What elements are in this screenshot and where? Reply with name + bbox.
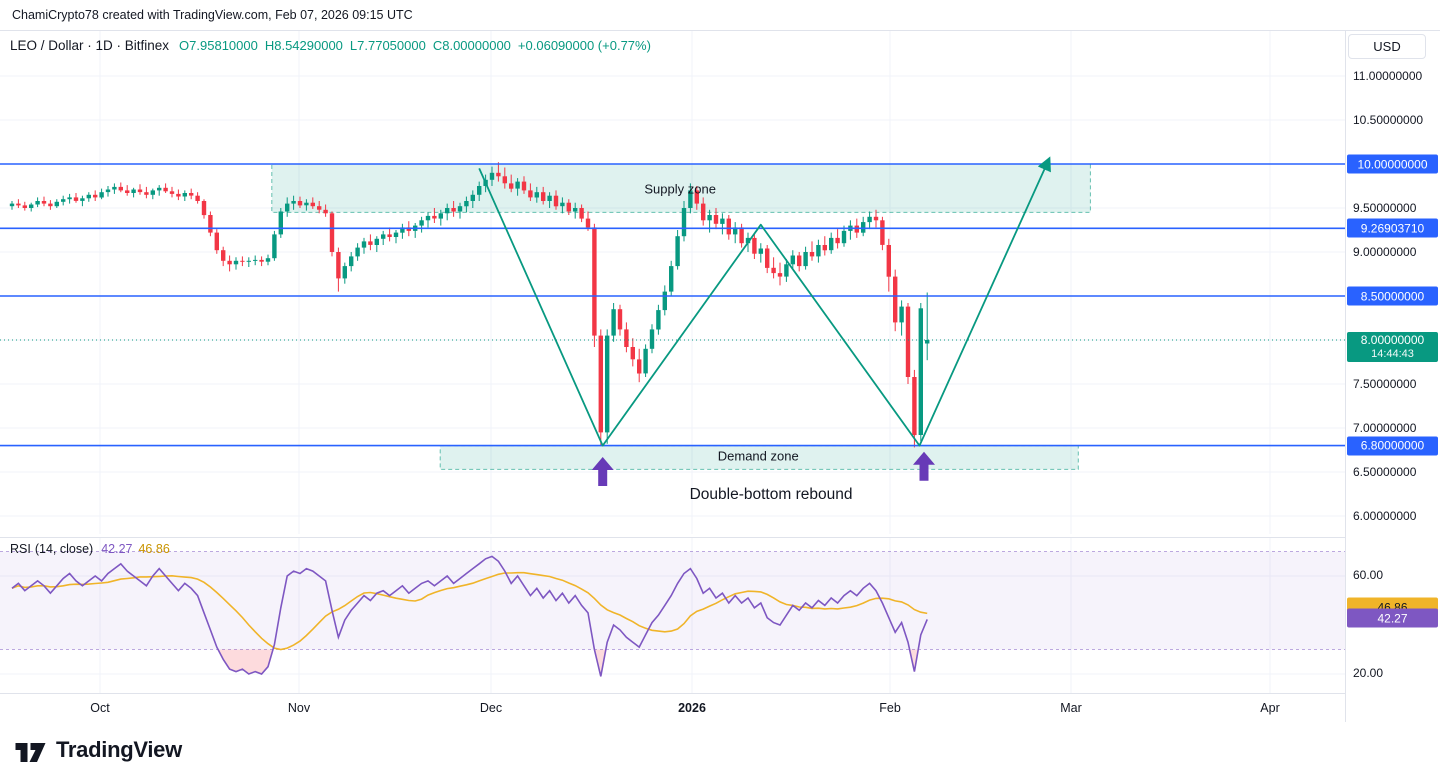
rsi-legend: RSI (14, close) 42.27 46.86	[10, 542, 170, 556]
rsi-oversold-fill	[909, 649, 919, 672]
rsi-title: RSI	[10, 542, 31, 556]
rsi-ma-value: 46.86	[138, 542, 170, 556]
price-tick-label: 7.50000000	[1353, 377, 1417, 391]
last-price-badge: 8.00000000 14:44:43	[1347, 332, 1438, 362]
double-bottom-trendline	[478, 156, 1051, 447]
last-price-value: 8.00000000	[1360, 333, 1425, 347]
rsi-oversold-fill	[594, 649, 606, 677]
arrow-up-marker	[913, 451, 935, 481]
double-bottom-annotation: Double-bottom rebound	[689, 485, 853, 503]
time-axis[interactable]: Oct Nov Dec 2026 Feb Mar Apr	[0, 693, 1345, 724]
attribution-text: ChamiCrypto78 created with TradingView.c…	[12, 8, 413, 22]
tradingview-logo-icon	[15, 743, 46, 762]
price-level-badge: 8.50000000	[1347, 286, 1438, 306]
currency-toggle-button[interactable]: USD	[1348, 34, 1426, 59]
price-tick-label: 7.00000000	[1353, 421, 1417, 435]
symbol-title[interactable]: LEO / Dollar · 1D · Bitfinex	[10, 38, 170, 53]
rsi-ma-line	[11, 571, 928, 651]
tradingview-logo[interactable]: TradingView	[14, 736, 182, 764]
time-axis-label-feb: Feb	[879, 701, 901, 715]
rsi-line	[11, 555, 928, 677]
arrow-up-marker	[591, 457, 614, 486]
high-value: H8.54290000	[264, 38, 343, 53]
rsi-value: 42.27	[101, 542, 133, 556]
price-tick-label: 10.50000000	[1353, 113, 1424, 127]
time-axis-label-mar: Mar	[1060, 701, 1082, 715]
price-level-badge: 10.00000000	[1347, 154, 1438, 174]
attribution-bar: ChamiCrypto78 created with TradingView.c…	[0, 0, 1440, 30]
rsi-value-badge: 42.27	[1347, 608, 1438, 628]
time-axis-label-2026: 2026	[678, 701, 706, 715]
rsi-params: (14, close)	[34, 542, 94, 556]
time-axis-label-dec: Dec	[479, 701, 503, 715]
price-axis[interactable]: USD 11.00000000 10.50000000 9.50000000 9.00…	[1345, 31, 1440, 723]
price-tick-label: 11.00000000	[1353, 69, 1423, 83]
price-tick-label: 6.00000000	[1353, 509, 1417, 523]
rsi-tick-label: 20.00	[1353, 666, 1384, 680]
rsi-oversold-fill	[218, 649, 273, 674]
time-axis-label-apr: Apr	[1260, 701, 1280, 715]
rsi-band	[0, 551, 1345, 650]
symbol-legend: LEO / Dollar · 1D · Bitfinex O7.95810000 H…	[10, 38, 658, 53]
chart-area: LEO / Dollar · 1D · Bitfinex O7.95810000 H…	[0, 30, 1440, 724]
time-axis-label-nov: Nov	[287, 701, 311, 715]
main-price-pane[interactable]: LEO / Dollar · 1D · Bitfinex O7.95810000 H…	[0, 31, 1345, 534]
rsi-pane[interactable]: RSI (14, close) 42.27 46.86	[0, 537, 1345, 694]
footer: TradingView	[0, 722, 1440, 784]
demand-zone-label: Demand zone	[717, 448, 799, 464]
price-tick-label: 9.00000000	[1353, 245, 1417, 259]
tradingview-logo-text: TradingView	[56, 737, 182, 762]
supply-zone-label: Supply zone	[644, 181, 716, 197]
price-level-badge: 9.26903710	[1347, 218, 1438, 238]
close-value: C8.00000000	[432, 38, 511, 53]
change-value: +0.06090000 (+0.77%)	[517, 38, 651, 53]
rsi-canvas[interactable]	[0, 538, 1345, 693]
low-value: L7.77050000	[349, 38, 426, 53]
candlestick-canvas[interactable]	[0, 31, 1345, 534]
time-axis-label-oct: Oct	[90, 701, 110, 715]
open-value: O7.95810000	[179, 38, 258, 53]
bar-countdown: 14:44:43	[1371, 348, 1414, 360]
price-level-badge: 6.80000000	[1347, 436, 1438, 456]
price-tick-label: 6.50000000	[1353, 465, 1417, 479]
price-tick-label: 9.50000000	[1353, 201, 1417, 215]
rsi-tick-label: 60.00	[1353, 568, 1384, 582]
